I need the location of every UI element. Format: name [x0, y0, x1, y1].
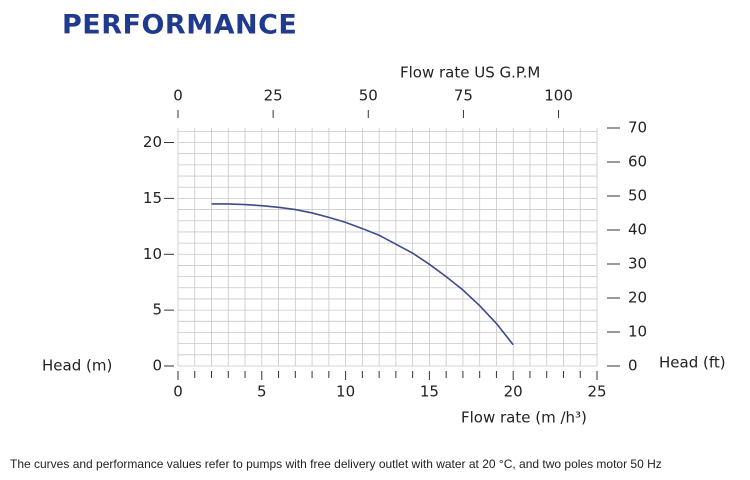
x-tick-label: 15 [420, 383, 439, 401]
y2-tick-label: 0 [628, 357, 638, 375]
y-tick-label: 10 [143, 245, 162, 263]
y-tick-label: 0 [152, 357, 162, 375]
y2-tick-label: 40 [628, 221, 647, 239]
page-title: PERFORMANCE [62, 10, 297, 41]
y2-tick-label: 50 [628, 187, 647, 205]
y2-axis-label: Head (ft) [659, 354, 726, 372]
x2-tick-label: 50 [359, 87, 378, 105]
x-axis-label: Flow rate (m /h³) [461, 409, 587, 427]
x-tick-label: 0 [173, 383, 183, 401]
footnote: The curves and performance values refer … [10, 457, 662, 471]
performance-curve [211, 203, 514, 346]
y-axis-label: Head (m) [42, 357, 112, 375]
x-tick-label: 20 [504, 383, 523, 401]
y2-tick-label: 70 [628, 119, 647, 137]
x2-tick-label: 100 [544, 87, 573, 105]
x-tick-label: 25 [587, 383, 606, 401]
x-tick-label: 5 [257, 383, 267, 401]
x2-tick-label: 0 [173, 87, 183, 105]
x2-tick-label: 25 [264, 87, 283, 105]
y2-tick-label: 30 [628, 255, 647, 273]
x-tick-label: 10 [336, 383, 355, 401]
y2-tick-label: 60 [628, 153, 647, 171]
y-tick-label: 15 [143, 189, 162, 207]
y2-tick-label: 20 [628, 289, 647, 307]
y-tick-label: 20 [143, 133, 162, 151]
y2-tick-label: 10 [628, 323, 647, 341]
x2-tick-label: 75 [454, 87, 473, 105]
x2-axis-label: Flow rate US G.P.M [400, 64, 540, 82]
y-tick-label: 5 [152, 301, 162, 319]
